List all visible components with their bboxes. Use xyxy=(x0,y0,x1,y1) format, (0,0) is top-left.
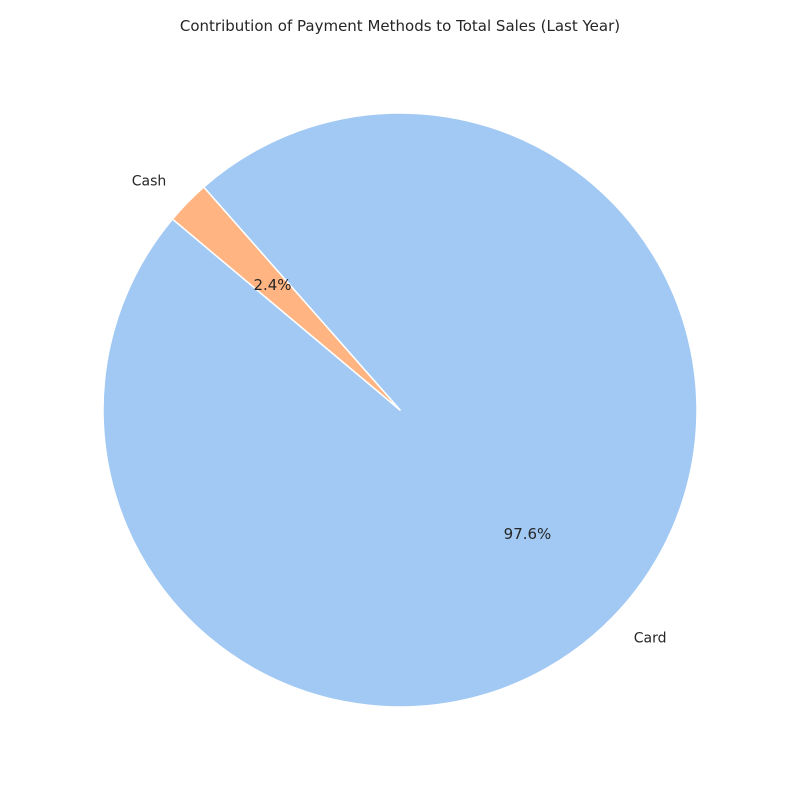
slice-label-cash: Cash xyxy=(132,174,167,190)
chart-title: Contribution of Payment Methods to Total… xyxy=(180,17,620,35)
slice-label-card: Card xyxy=(634,630,667,646)
slice-percent-cash: 2.4% xyxy=(253,276,291,294)
slices-layer xyxy=(102,112,698,708)
labels-layer: Card 97.6% Cash 2.4% xyxy=(132,174,667,647)
pie-slice-cash xyxy=(171,186,401,411)
slice-percent-card: 97.6% xyxy=(504,525,552,543)
